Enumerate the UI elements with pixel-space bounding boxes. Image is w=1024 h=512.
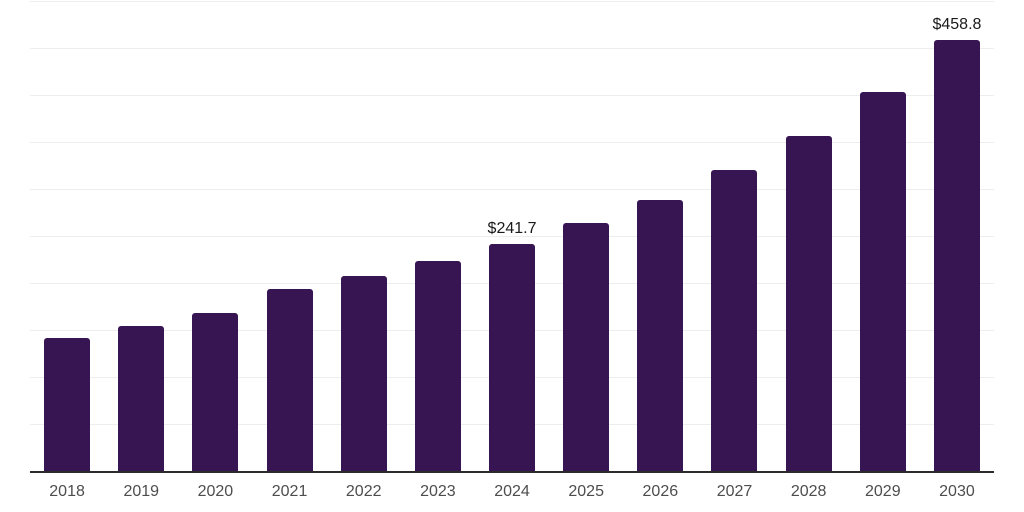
bar-slot-2019 [104,1,178,471]
x-axis-tick-label-2026: 2026 [642,483,679,500]
bar-slot-2029 [846,1,920,471]
bar-2022 [340,275,387,471]
x-axis-tick-label-2023: 2023 [420,483,456,500]
gridline [30,189,994,190]
bar-slot-2030: $458.8 [920,1,994,471]
bars-row: $241.7 $458.8 [30,1,994,471]
bar-2026 [637,199,684,471]
x-axis-tick-label-2020: 2020 [197,483,234,500]
bar-2027 [711,170,758,471]
x-axis-tick-label-2021: 2021 [271,483,308,500]
x-axis-tick-label-2018: 2018 [49,483,85,500]
bar-slot-2026 [623,1,697,471]
gridline [30,142,994,143]
bar-slot-2028 [772,1,846,471]
x-axis-tick-label-2022: 2022 [345,483,382,500]
bar-slot-2024: $241.7 [475,1,549,471]
bar-2020 [192,313,239,471]
x-axis-tick-label-2019: 2019 [123,483,160,500]
plot-area: $241.7 $458.8 [30,1,994,473]
bar-slot-2023 [401,1,475,471]
bar-slot-2018 [30,1,104,471]
bar-slot-2027 [697,1,771,471]
bar-2023 [414,261,461,471]
x-axis-tick-label-2030: 2030 [939,483,975,500]
bar-2021 [266,289,313,471]
bar-2024 [489,243,536,471]
bar-value-label-2030: $458.8 [932,15,982,33]
gridline [30,95,994,96]
bar-2025 [563,222,610,471]
gridline [30,236,994,237]
x-axis-tick-label-2025: 2025 [568,483,604,500]
x-axis-tick-label-2027: 2027 [716,483,753,500]
gridline [30,1,994,2]
bar-slot-2021 [252,1,326,471]
x-axis-labels: 2018 2019 2020 2021 2022 2023 2024 2025 2026 2027… [30,483,994,501]
bar-slot-2020 [178,1,252,471]
bar-2018 [44,338,91,471]
x-axis-tick-label-2028: 2028 [790,483,827,500]
x-axis-tick-label-2024: 2024 [494,483,530,500]
x-axis-tick-label-2029: 2029 [865,483,901,500]
bar-slot-2025 [549,1,623,471]
bar-2019 [118,326,165,471]
bar-slot-2022 [327,1,401,471]
bar-2029 [859,92,906,471]
bar-value-label-2024: $241.7 [487,219,537,237]
gridline [30,48,994,49]
bar-2030 [933,39,980,471]
bar-2028 [785,135,832,471]
